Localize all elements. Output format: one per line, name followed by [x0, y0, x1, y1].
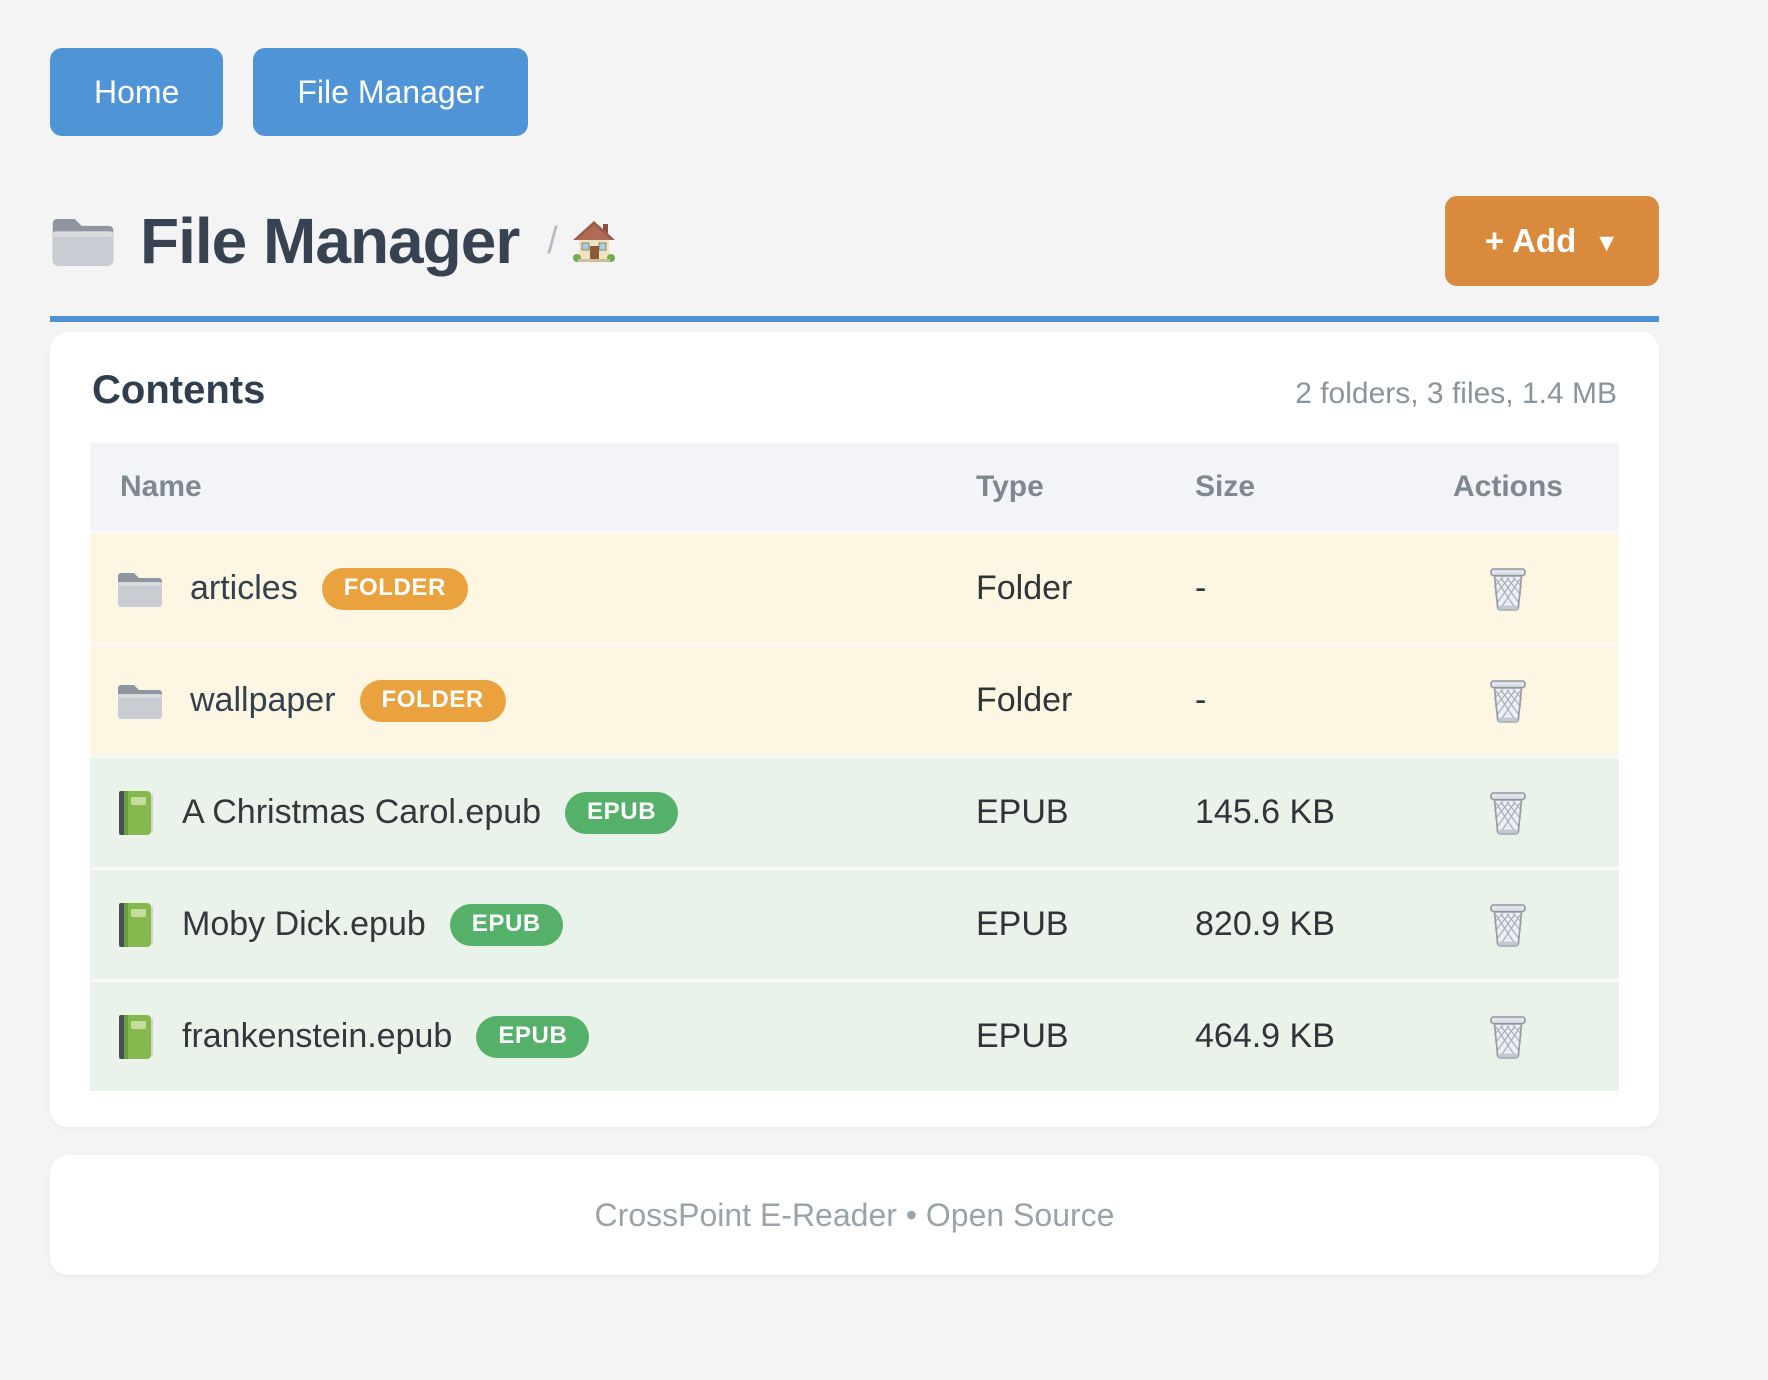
table-row[interactable]: wallpaper FOLDER Folder - [90, 643, 1619, 755]
cell-type: Folder [976, 569, 1073, 607]
delete-button[interactable] [1485, 899, 1531, 951]
type-badge: EPUB [449, 903, 563, 946]
file-table: Name Type Size Actions articles FOLDER F… [90, 443, 1619, 1091]
folder-icon [50, 213, 116, 269]
table-row[interactable]: A Christmas Carol.epub EPUB EPUB 145.6 K… [90, 755, 1619, 867]
footer-text: CrossPoint E-Reader • Open Source [594, 1196, 1115, 1233]
trash-icon [1489, 903, 1527, 947]
chevron-down-icon: ▼ [1594, 228, 1619, 257]
cell-size: 464.9 KB [1195, 1017, 1335, 1055]
file-manager-button[interactable]: File Manager [253, 48, 529, 136]
table-row[interactable]: frankenstein.epub EPUB EPUB 464.9 KB [90, 979, 1619, 1091]
type-badge: EPUB [565, 791, 679, 834]
home-icon[interactable] [572, 219, 616, 263]
trash-icon [1489, 791, 1527, 835]
file-name: articles [190, 569, 298, 607]
header-divider [50, 316, 1659, 322]
delete-button[interactable] [1485, 563, 1531, 615]
trash-icon [1489, 679, 1527, 723]
name-cell: wallpaper FOLDER [90, 679, 976, 722]
green-book-icon [116, 902, 156, 948]
table-body: articles FOLDER Folder - [90, 531, 1619, 1091]
contents-card-header: Contents 2 folders, 3 files, 1.4 MB [90, 368, 1619, 413]
contents-heading: Contents [92, 368, 266, 412]
folder-icon [116, 569, 164, 609]
green-book-icon [116, 1014, 156, 1060]
title-group: File Manager / [50, 204, 1445, 278]
type-badge: FOLDER [321, 567, 468, 610]
file-name: Moby Dick.epub [182, 905, 426, 943]
cell-type: EPUB [976, 1017, 1069, 1055]
cell-type: EPUB [976, 793, 1069, 831]
file-name: wallpaper [190, 681, 336, 719]
column-header-type: Type [976, 470, 1044, 503]
contents-card: Contents 2 folders, 3 files, 1.4 MB Name… [50, 332, 1659, 1127]
cell-size: 820.9 KB [1195, 905, 1335, 943]
type-badge: EPUB [476, 1015, 590, 1058]
folder-icon [116, 681, 164, 721]
name-cell: Moby Dick.epub EPUB [90, 902, 976, 948]
table-row[interactable]: Moby Dick.epub EPUB EPUB 820.9 KB [90, 867, 1619, 979]
file-name: A Christmas Carol.epub [182, 793, 542, 831]
column-header-name: Name [120, 470, 202, 503]
name-cell: frankenstein.epub EPUB [90, 1014, 976, 1060]
cell-size: 145.6 KB [1195, 793, 1335, 831]
page-title: File Manager [140, 205, 520, 277]
home-button[interactable]: Home [50, 48, 224, 136]
cell-size: - [1195, 569, 1207, 607]
column-header-size: Size [1195, 470, 1256, 503]
trash-icon [1489, 567, 1527, 611]
name-cell: articles FOLDER [90, 567, 976, 610]
contents-summary: 2 folders, 3 files, 1.4 MB [1295, 377, 1617, 410]
table-row[interactable]: articles FOLDER Folder - [90, 531, 1619, 643]
delete-button[interactable] [1485, 1011, 1531, 1063]
cell-type: Folder [976, 681, 1073, 719]
breadcrumb-separator: / [547, 219, 558, 262]
delete-button[interactable] [1485, 787, 1531, 839]
cell-size: - [1195, 681, 1207, 719]
top-nav: Home File Manager [50, 48, 1659, 136]
file-name: frankenstein.epub [182, 1017, 453, 1055]
page-header: File Manager / + Add ▼ [50, 196, 1659, 286]
add-button-label: + Add [1484, 222, 1577, 259]
name-cell: A Christmas Carol.epub EPUB [90, 790, 976, 836]
add-button[interactable]: + Add ▼ [1444, 196, 1659, 286]
page: Home File Manager File Manager / [50, 0, 1659, 1275]
table-header-row: Name Type Size Actions [90, 443, 1619, 531]
trash-icon [1489, 1015, 1527, 1059]
cell-type: EPUB [976, 905, 1069, 943]
footer-card: CrossPoint E-Reader • Open Source [50, 1155, 1659, 1275]
delete-button[interactable] [1485, 675, 1531, 727]
type-badge: FOLDER [359, 679, 506, 722]
green-book-icon [116, 790, 156, 836]
column-header-actions: Actions [1452, 470, 1563, 503]
